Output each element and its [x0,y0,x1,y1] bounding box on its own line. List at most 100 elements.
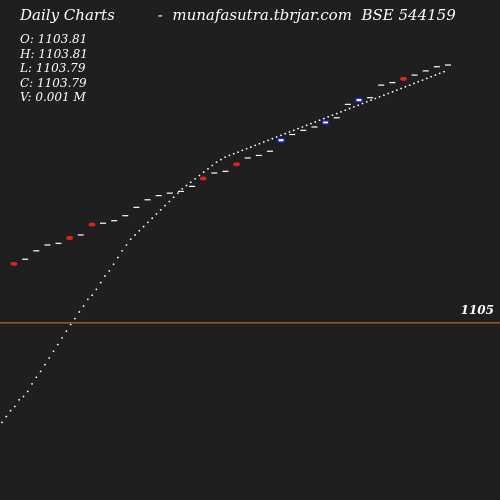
line-point [95,288,98,291]
candles-group [10,64,451,266]
line-point [413,82,415,85]
volume-value: V: 0.001 M [20,90,86,104]
line-point [202,171,205,174]
line-point [224,156,227,159]
line-point [86,298,89,301]
line-point [408,84,411,87]
line-point [1,421,3,424]
line-point [194,177,197,180]
line-point [395,89,398,92]
line-point [129,238,132,241]
line-point [125,244,128,246]
line-point [159,208,162,211]
candle-up [277,137,285,143]
candle-up [321,120,330,125]
line-point [138,229,141,232]
price-dotted-line [1,70,445,424]
line-point [417,80,420,83]
line-point [151,217,154,220]
line-point [48,357,51,359]
line-point [26,390,29,393]
line-point [142,225,145,228]
ohlc-panel: O: 1103.81 H: 1103.81 L: 1103.79 C: 1103… [20,32,88,105]
line-point [31,383,33,385]
line-point [241,149,244,152]
line-point [365,100,368,103]
line-point [348,107,351,110]
line-point [370,99,372,102]
line-point [340,111,342,113]
line-point [168,200,171,203]
open-value: O: 1103.81 [20,32,88,46]
line-point [357,104,360,107]
candle-down [66,236,74,240]
candle-down [400,77,407,81]
line-point [185,184,188,187]
chart-kind: Daily Charts [20,6,115,24]
line-point [400,87,402,90]
candle-up [355,97,363,103]
candle-down [10,261,18,266]
candle-down [233,162,240,167]
line-point [9,409,12,412]
line-point [228,154,231,157]
line-point [5,415,8,418]
line-point [13,405,16,408]
candle-down [199,176,207,181]
line-point [275,136,278,138]
line-point [116,256,119,259]
line-point [211,164,214,167]
line-point [443,70,445,73]
line-point [155,213,158,215]
line-point [22,395,25,398]
line-point [198,174,201,177]
line-point [344,109,347,112]
line-point [404,85,407,88]
line-point [434,74,437,76]
line-point [335,112,338,115]
line-point [35,376,38,379]
line-point [82,305,85,307]
line-point [69,323,72,326]
line-point [121,249,124,252]
line-point [99,281,102,284]
header-separator: - [157,6,163,24]
line-point [39,370,42,373]
line-point [262,141,265,143]
line-point [65,330,68,333]
line-point [387,92,390,95]
line-point [181,188,184,190]
line-point [61,336,63,339]
line-point [112,263,115,266]
line-point [18,398,21,401]
line-point [284,132,287,135]
candle-down [88,222,96,227]
line-point [352,105,355,108]
line-point [78,311,81,313]
line-point [374,97,377,100]
line-point [425,77,428,80]
line-point [215,161,218,164]
line-point [172,196,175,199]
line-point [267,139,269,142]
line-point [327,116,330,118]
line-point [310,122,312,125]
high-value: H: 1103.81 [20,46,88,61]
line-point [56,343,59,346]
line-point [280,134,282,137]
line-point [108,270,111,272]
line-point [430,75,433,78]
line-point [438,72,441,75]
line-point [271,137,274,140]
line-point [314,121,317,123]
line-point [254,144,257,147]
line-point [147,221,149,224]
line-point [305,124,308,127]
line-point [288,131,291,133]
line-point [134,234,136,236]
line-point [331,114,334,117]
line-point [177,192,179,195]
close-value: C: 1103.79 [20,75,87,90]
